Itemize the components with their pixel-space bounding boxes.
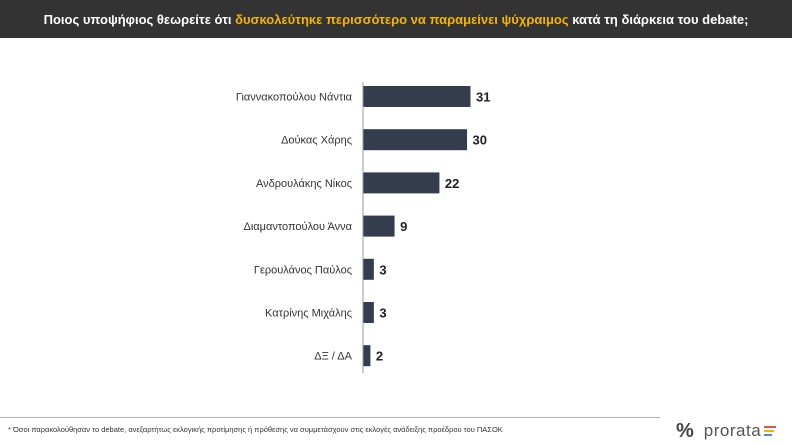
value-label: 31 bbox=[476, 90, 490, 105]
logo-bars-icon bbox=[764, 426, 777, 436]
category-label: Ανδρουλάκης Νίκος bbox=[256, 178, 352, 190]
bar bbox=[363, 215, 395, 237]
logo-name: prorata bbox=[703, 421, 762, 440]
value-label: 9 bbox=[400, 219, 407, 234]
title-part-1: Ποιος υποψήφιος θεωρείτε ότι bbox=[43, 11, 236, 27]
category-label: Δούκας Χάρης bbox=[281, 135, 352, 147]
footer-divider bbox=[0, 417, 660, 418]
chart-title: Ποιος υποψήφιος θεωρείτε ότι δυσκολεύτηκ… bbox=[0, 0, 792, 38]
bar bbox=[363, 86, 471, 107]
category-label: ΔΞ / ΔΑ bbox=[314, 351, 352, 363]
value-label: 3 bbox=[379, 306, 386, 321]
category-label: Γιαννακοπούλου Νάντια bbox=[236, 92, 353, 104]
title-part-2: κατά τη διάρκεια του debate; bbox=[568, 11, 749, 27]
value-label: 3 bbox=[379, 262, 386, 277]
value-label: 30 bbox=[473, 133, 487, 148]
bar-chart: Γιαννακοπούλου Νάντια 31 Δούκας Χάρης 30 Ανδ… bbox=[236, 82, 490, 373]
percent-icon: % bbox=[676, 419, 694, 442]
value-label: 2 bbox=[376, 349, 383, 364]
footnote: * Όσοι παρακολούθησαν το debate, ανεξαρτ… bbox=[8, 425, 503, 434]
bar bbox=[363, 129, 468, 151]
bar bbox=[363, 345, 371, 367]
bar bbox=[363, 258, 374, 280]
bar bbox=[363, 302, 374, 323]
prorata-logo: % prorata bbox=[676, 419, 777, 443]
title-highlight: δυσκολεύτηκε περισσότερο να παραμείνει ψ… bbox=[235, 11, 569, 27]
category-label: Διαμαντοπούλου Άννα bbox=[244, 221, 353, 233]
value-label: 22 bbox=[445, 176, 459, 191]
bar bbox=[363, 172, 440, 194]
category-label: Κατρίνης Μιχάλης bbox=[265, 308, 352, 320]
category-label: Γερουλάνος Παύλος bbox=[254, 264, 352, 276]
